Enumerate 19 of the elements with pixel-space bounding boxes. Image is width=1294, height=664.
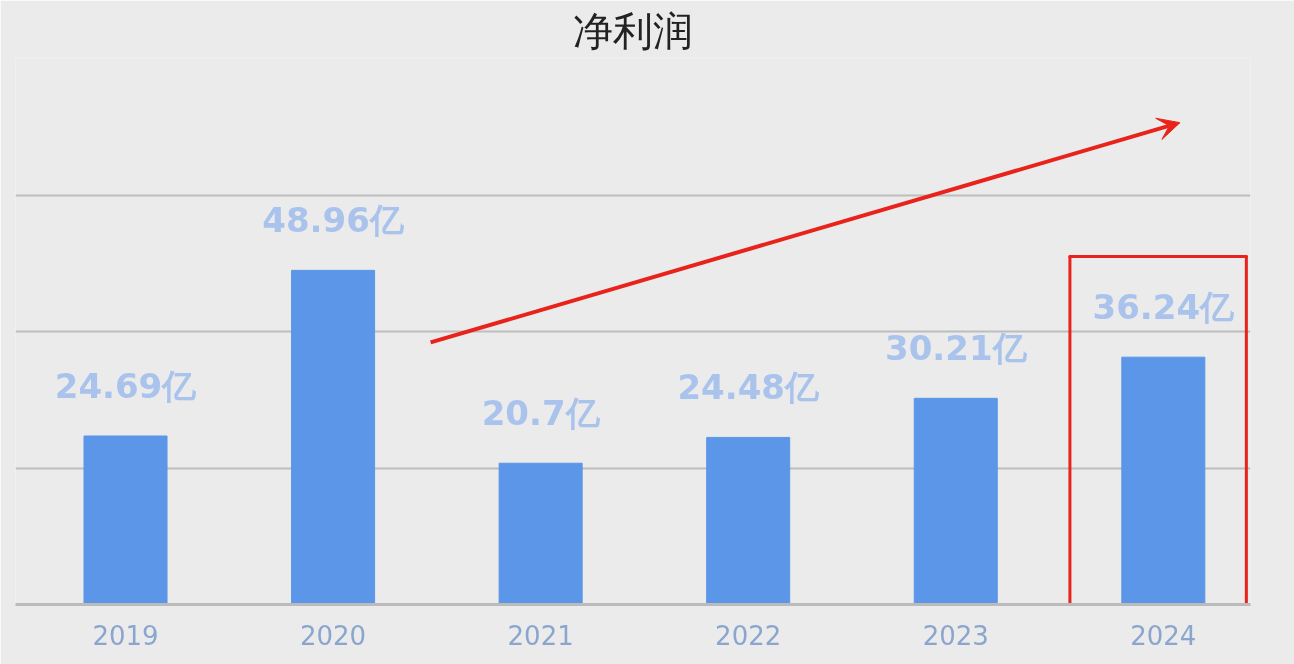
bar [913,397,998,605]
bar [83,435,168,605]
bar [291,269,376,605]
x-tick-label: 2020 [299,620,367,651]
bar [706,436,791,605]
x-tick-label: 2024 [1130,620,1197,651]
x-tick-label: 2022 [715,620,782,651]
data-label: 48.96亿 [262,200,405,241]
bar [1121,356,1206,605]
data-label: 30.21亿 [884,328,1028,369]
chart-title: 净利润 [573,7,693,54]
x-tick-label: 2023 [922,620,989,651]
data-label: 24.48亿 [677,367,820,408]
data-label: 20.7亿 [481,393,601,434]
bar [498,462,583,605]
x-tick-label: 2021 [507,620,574,651]
x-tick-label: 2019 [92,620,159,651]
data-label: 24.69亿 [54,365,198,406]
data-label: 36.24亿 [1092,287,1236,328]
